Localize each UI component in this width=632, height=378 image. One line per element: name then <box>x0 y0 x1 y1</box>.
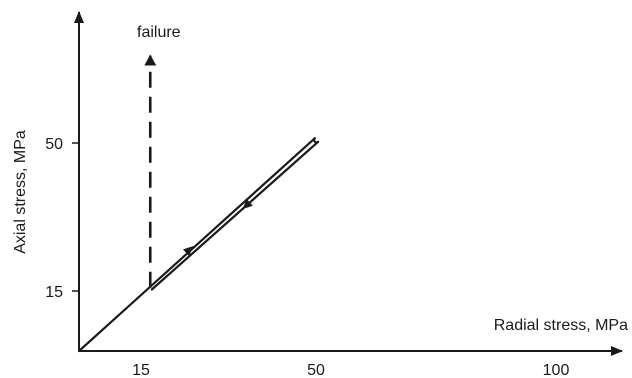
loading-path <box>77 137 317 353</box>
x-tick-label-100: 100 <box>543 362 570 378</box>
unloading-path <box>150 140 320 291</box>
y-tick-label-15: 15 <box>45 284 63 301</box>
y-tick-label-50: 50 <box>45 136 63 153</box>
x-axis-label: Radial stress, MPa <box>494 317 628 334</box>
stress-paths <box>77 54 320 353</box>
failure-annotation: failure <box>137 24 181 41</box>
x-tick-label-50: 50 <box>307 362 325 378</box>
y-axis-label: Axial stress, MPa <box>12 130 29 254</box>
x-tick-label-15: 15 <box>132 362 150 378</box>
loading-direction-arrow <box>183 246 194 257</box>
peak-turnaround <box>313 137 319 144</box>
unloading-direction-arrow <box>242 199 253 210</box>
